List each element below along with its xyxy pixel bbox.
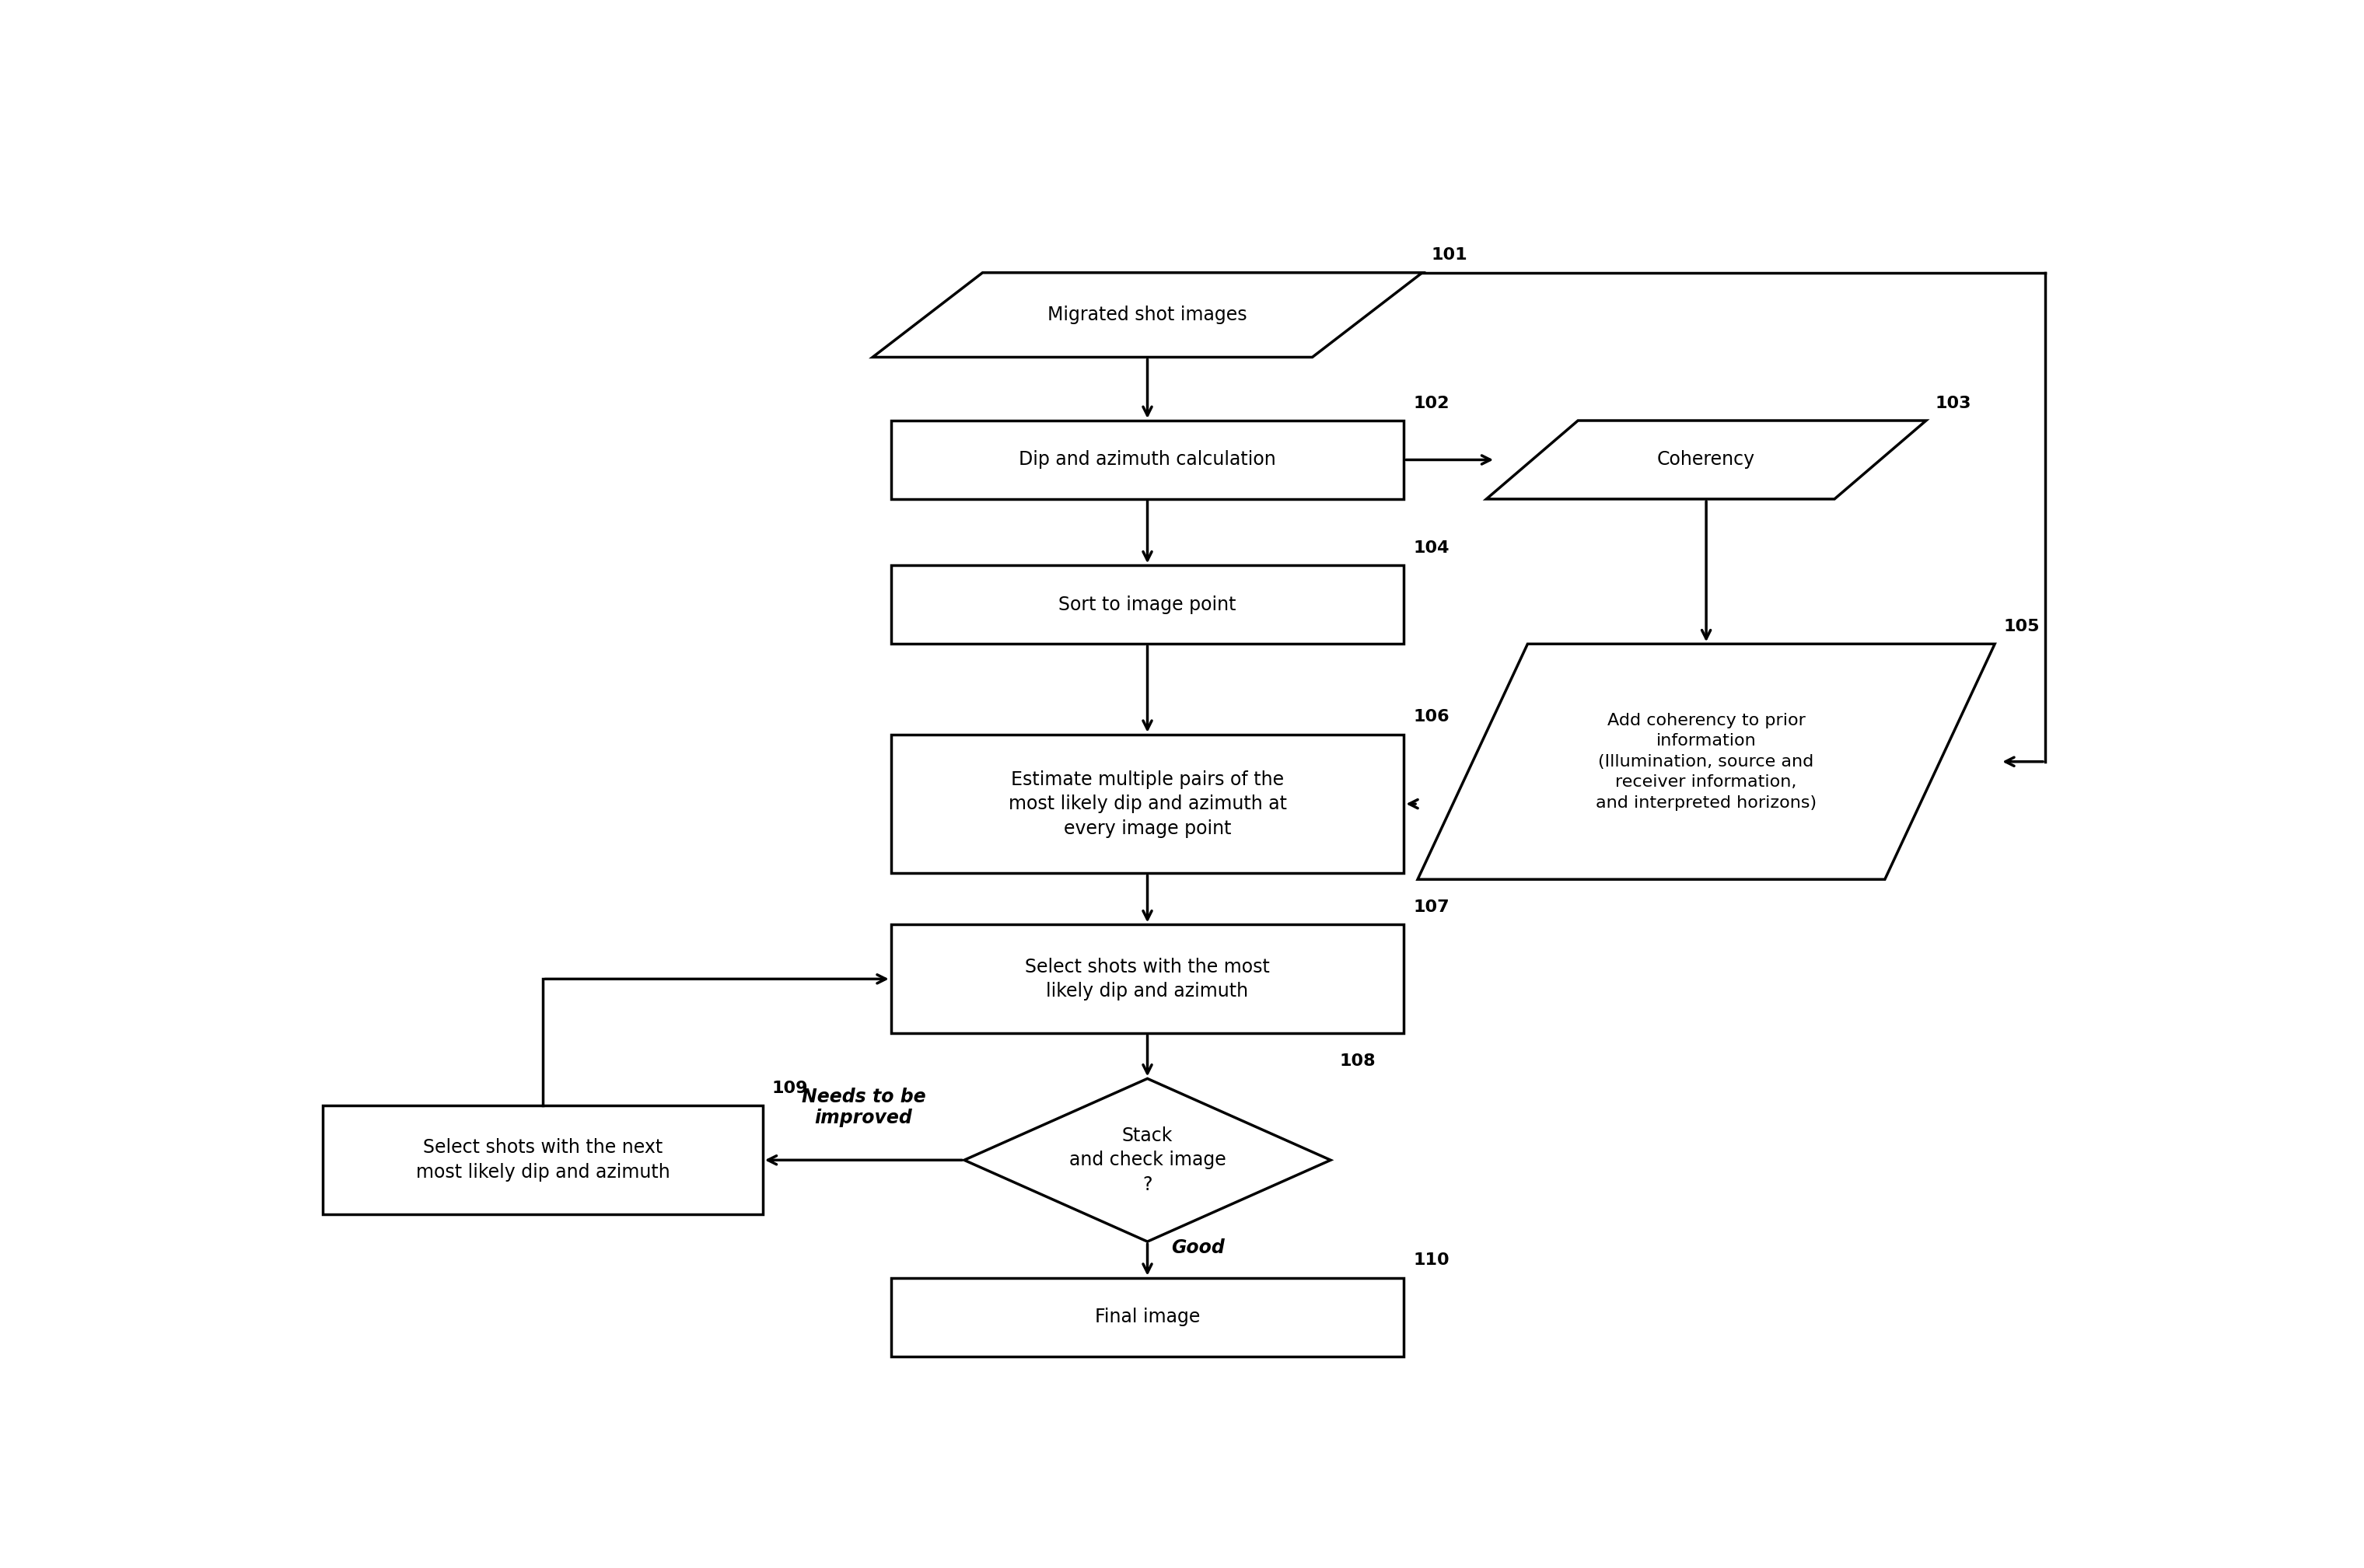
Text: Estimate multiple pairs of the
most likely dip and azimuth at
every image point: Estimate multiple pairs of the most like…: [1007, 770, 1286, 837]
Text: 110: 110: [1414, 1253, 1449, 1269]
Text: Select shots with the next
most likely dip and azimuth: Select shots with the next most likely d…: [416, 1138, 669, 1182]
FancyBboxPatch shape: [891, 420, 1404, 499]
Text: Final image: Final image: [1095, 1308, 1201, 1327]
Polygon shape: [1487, 420, 1927, 499]
FancyBboxPatch shape: [891, 734, 1404, 873]
FancyBboxPatch shape: [891, 1278, 1404, 1356]
Text: 107: 107: [1414, 900, 1449, 916]
Polygon shape: [872, 273, 1423, 358]
Polygon shape: [1418, 644, 1995, 880]
FancyBboxPatch shape: [891, 925, 1404, 1033]
Text: 105: 105: [2005, 619, 2040, 635]
Text: Needs to be
improved: Needs to be improved: [801, 1087, 927, 1127]
Text: 103: 103: [1936, 395, 1972, 411]
Text: Good: Good: [1170, 1239, 1225, 1258]
Text: 104: 104: [1414, 541, 1449, 555]
Text: Stack
and check image
?: Stack and check image ?: [1069, 1126, 1227, 1193]
Text: 102: 102: [1414, 395, 1449, 411]
Text: Coherency: Coherency: [1657, 450, 1754, 469]
Text: Migrated shot images: Migrated shot images: [1047, 306, 1248, 325]
Text: 101: 101: [1433, 248, 1468, 263]
Text: Dip and azimuth calculation: Dip and azimuth calculation: [1019, 450, 1277, 469]
FancyBboxPatch shape: [891, 566, 1404, 644]
Text: Select shots with the most
likely dip and azimuth: Select shots with the most likely dip an…: [1026, 958, 1269, 1000]
Text: 106: 106: [1414, 709, 1449, 724]
FancyBboxPatch shape: [324, 1105, 764, 1214]
Text: 109: 109: [771, 1080, 808, 1096]
Text: Add coherency to prior
information
(Illumination, source and
receiver informatio: Add coherency to prior information (Illu…: [1596, 713, 1816, 811]
Text: 108: 108: [1340, 1054, 1376, 1069]
Text: Sort to image point: Sort to image point: [1059, 596, 1236, 615]
Polygon shape: [965, 1079, 1331, 1242]
